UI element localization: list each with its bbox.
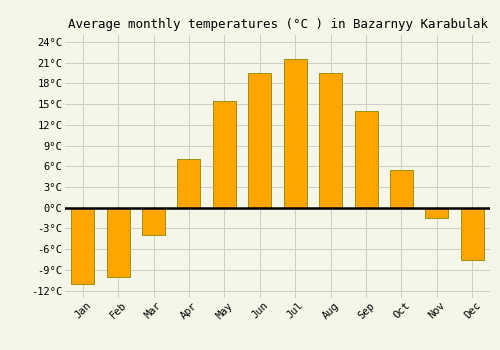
Bar [390, 170, 413, 208]
Bar [284, 59, 306, 208]
Bar [106, 208, 130, 277]
Bar [142, 208, 165, 235]
Title: Average monthly temperatures (°C ) in Bazarnyy Karabulak: Average monthly temperatures (°C ) in Ba… [68, 18, 488, 31]
Bar [178, 159, 201, 208]
Bar [248, 73, 272, 208]
Bar [71, 208, 94, 284]
Bar [213, 101, 236, 208]
Bar [354, 111, 378, 208]
Bar [461, 208, 484, 259]
Bar [319, 73, 342, 208]
Bar [426, 208, 448, 218]
